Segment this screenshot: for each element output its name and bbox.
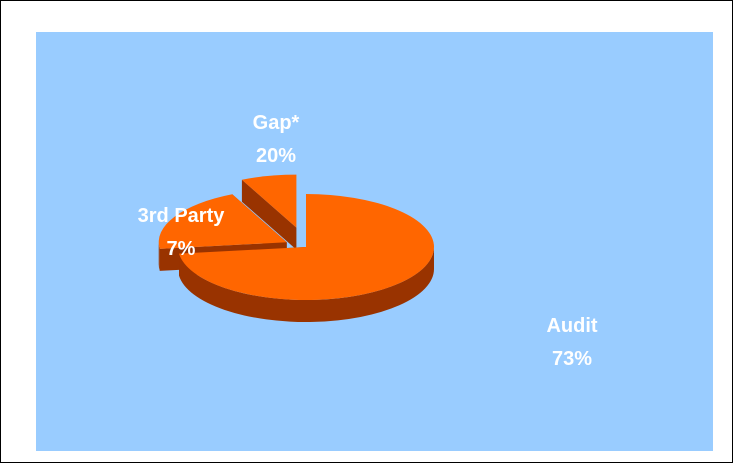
slice-label-audit: Audit xyxy=(546,315,597,337)
pie-slice-3rd-party xyxy=(241,174,297,228)
pie-slice-audit xyxy=(179,194,434,300)
slice-label-gap: Gap* xyxy=(253,112,300,134)
plot-area: Audit 73% Gap* 20% 3rd Party 7% xyxy=(36,32,713,451)
pie-slice-audit-rim xyxy=(179,247,434,322)
slice-label-3rd-party: 3rd Party xyxy=(138,205,226,227)
slice-percent-3rd-party: 7% xyxy=(167,238,196,260)
slice-percent-gap: 20% xyxy=(256,145,296,167)
slice-percent-audit: 73% xyxy=(552,348,592,370)
pie-slice-gap-rim xyxy=(158,242,160,271)
pie-slice-3rd-party-wall-start xyxy=(241,179,297,250)
pie-chart: Audit 73% Gap* 20% 3rd Party 7% xyxy=(36,32,713,451)
pie-slice-gap xyxy=(158,194,287,249)
